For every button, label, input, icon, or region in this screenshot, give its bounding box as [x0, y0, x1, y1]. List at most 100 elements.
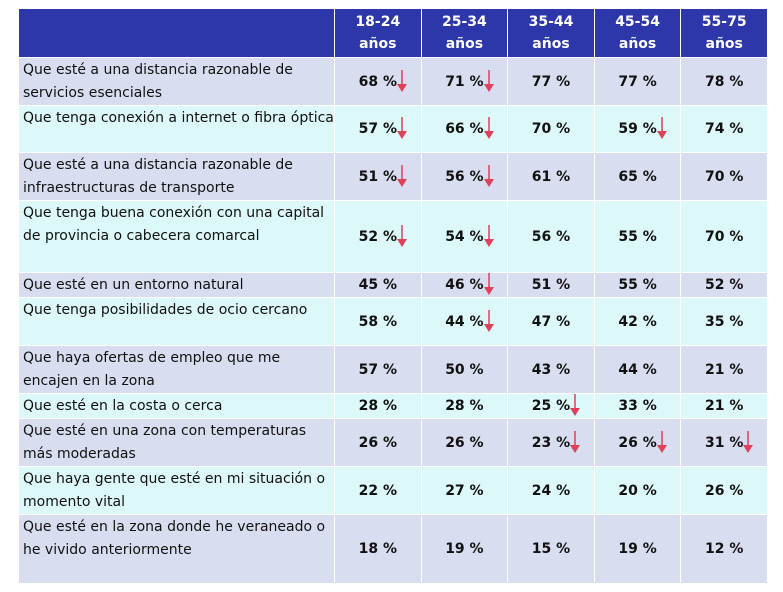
value-text: 44 %	[618, 361, 657, 378]
value-text: 12 %	[704, 541, 744, 557]
value-cell: 19 %	[420, 514, 509, 584]
value-cell: 51 %	[334, 152, 422, 201]
value-cell: 20 %	[593, 466, 682, 515]
value: 20 %	[618, 483, 656, 499]
value-text: 24 %	[531, 482, 571, 499]
value-text: 28 %	[358, 398, 397, 414]
value-text: 35 %	[704, 313, 744, 330]
row-label: Que esté en la zona donde he veraneado o…	[18, 514, 335, 584]
value-cell: 15 %	[507, 514, 595, 584]
value: 56 %	[445, 164, 494, 187]
down-arrow-icon	[483, 117, 494, 139]
header-row: 18-24 años 25-34 años 35-44 años 45-54 años 55-7…	[18, 8, 768, 58]
value-cell: 33 %	[593, 393, 682, 419]
down-arrow-icon	[570, 394, 581, 416]
value: 26 %	[359, 435, 397, 451]
value-cell: 26 %	[593, 418, 682, 467]
table-row: Que esté en una zona con temperaturas má…	[18, 418, 768, 467]
value-text: 66 %	[445, 121, 484, 137]
value: 33 %	[618, 398, 656, 414]
column-header-line: 18-24	[355, 14, 401, 30]
value-text: 43 %	[531, 361, 571, 378]
value-cell: 26 %	[680, 466, 768, 515]
header-blank	[18, 8, 335, 58]
value-cell: 61 %	[507, 152, 595, 201]
value-cell: 58 %	[334, 297, 422, 346]
value-text: 28 %	[445, 398, 484, 414]
value-text: 77 %	[531, 73, 571, 90]
value-text: 33 %	[618, 398, 657, 414]
column-header-line: años	[532, 36, 570, 52]
value: 56 %	[532, 229, 570, 245]
value: 23 %	[531, 430, 581, 453]
value-text: 18 %	[358, 541, 397, 557]
value-text: 56 %	[445, 168, 484, 185]
value-cell: 47 %	[507, 297, 595, 346]
table-row: Que tenga buena conexión con una capital…	[18, 200, 768, 273]
value-cell: 57 %	[334, 105, 422, 153]
column-header: 18-24 años	[334, 8, 422, 58]
value-cell: 52 %	[680, 272, 768, 298]
value: 77 %	[618, 74, 656, 90]
value-cell: 22 %	[334, 466, 422, 515]
down-arrow-icon	[396, 164, 407, 187]
value-cell: 26 %	[334, 418, 422, 467]
value-text: 22 %	[358, 482, 397, 499]
value: 59 %	[618, 117, 667, 139]
value-cell: 77 %	[507, 57, 595, 106]
value-cell: 71 %	[420, 57, 509, 106]
down-arrow-icon	[483, 69, 494, 92]
value-cell: 50 %	[420, 345, 509, 394]
down-arrow-icon	[483, 309, 494, 332]
value-text: 55 %	[618, 228, 657, 245]
value-text: 19 %	[618, 541, 657, 557]
value: 21 %	[705, 362, 743, 378]
column-header-line: 25-34	[442, 14, 487, 30]
value-cell: 70 %	[680, 152, 768, 201]
table-row: Que haya gente que esté en mi situación …	[18, 466, 768, 515]
value: 18 %	[359, 541, 397, 557]
value-text: 51 %	[358, 168, 397, 185]
value-text: 21 %	[704, 398, 744, 414]
down-arrow-icon	[656, 117, 667, 139]
value-text: 27 %	[445, 482, 484, 499]
value-cell: 23 %	[507, 418, 595, 467]
value-text: 45 %	[358, 277, 397, 293]
value: 66 %	[445, 117, 494, 139]
value-cell: 31 %	[680, 418, 768, 467]
value: 46 %	[445, 273, 494, 295]
value-text: 54 %	[445, 228, 484, 245]
value-text: 23 %	[531, 434, 571, 451]
table-row: Que esté en un entorno natural 45 % 46 % 51…	[18, 272, 768, 298]
value-cell: 45 %	[334, 272, 422, 298]
value: 12 %	[705, 541, 743, 557]
value: 54 %	[445, 224, 494, 247]
value-text: 70 %	[704, 228, 744, 245]
down-arrow-icon	[396, 117, 407, 139]
value-text: 55 %	[618, 277, 657, 293]
value-text: 61 %	[531, 168, 571, 185]
value-text: 26 %	[445, 434, 484, 451]
value-text: 52 %	[704, 277, 744, 293]
value-text: 71 %	[445, 73, 484, 90]
value: 24 %	[532, 483, 570, 499]
value-text: 47 %	[531, 313, 571, 330]
column-header-line: años	[618, 36, 657, 52]
value: 25 %	[531, 394, 581, 416]
down-arrow-icon	[656, 430, 667, 453]
age-comparison-table: 18-24 años 25-34 años 35-44 años 45-54 años 55-7…	[18, 8, 768, 584]
value-text: 51 %	[531, 277, 571, 293]
value-cell: 56 %	[420, 152, 509, 201]
value-text: 56 %	[531, 228, 571, 245]
value-text: 20 %	[618, 482, 657, 499]
down-arrow-icon	[483, 273, 494, 295]
value-text: 46 %	[445, 277, 484, 293]
value: 51 %	[532, 277, 570, 293]
value-text: 25 %	[531, 398, 571, 414]
value: 31 %	[705, 430, 754, 453]
value: 28 %	[359, 398, 397, 414]
value-text: 26 %	[704, 482, 744, 499]
value: 55 %	[618, 229, 656, 245]
row-label: Que tenga posibilidades de ocio cercano	[18, 297, 335, 346]
value: 21 %	[705, 398, 743, 414]
